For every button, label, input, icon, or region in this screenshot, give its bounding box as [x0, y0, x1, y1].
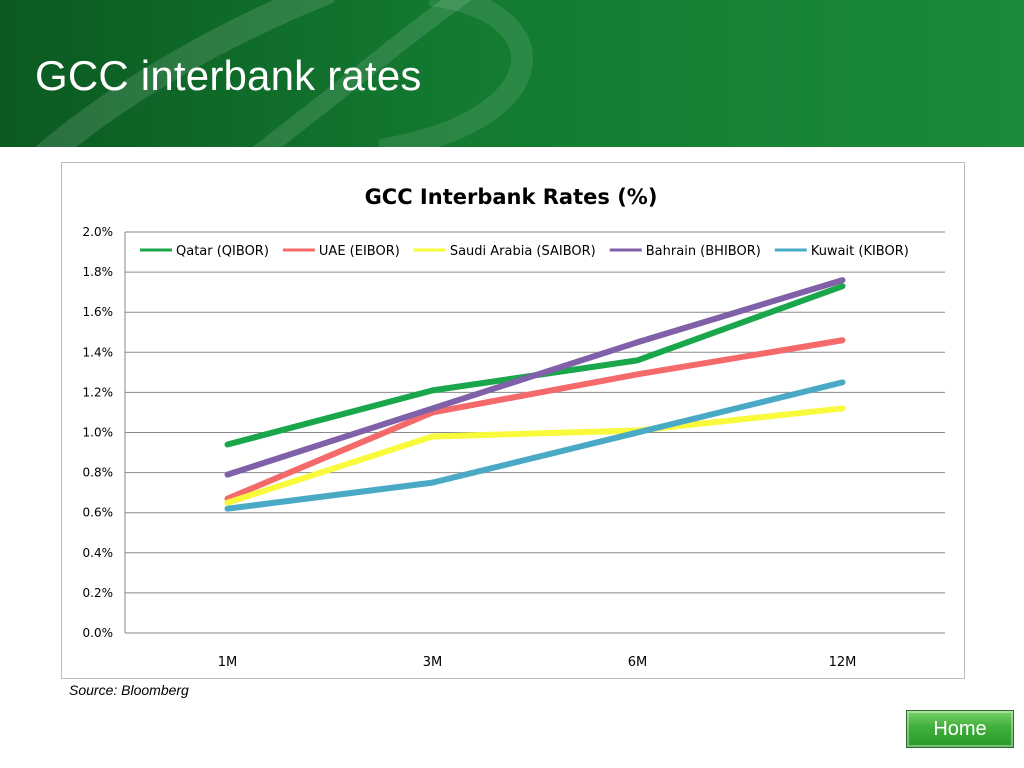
- source-note: Source: Bloomberg: [69, 682, 189, 698]
- legend-label: Kuwait (KIBOR): [811, 244, 909, 259]
- y-tick-label: 0.6%: [83, 506, 114, 520]
- y-tick-label: 1.2%: [83, 385, 114, 399]
- chart-title: GCC Interbank Rates (%): [365, 185, 658, 209]
- y-tick-label: 0.8%: [83, 466, 114, 480]
- slide-header: GCC interbank rates: [0, 0, 1024, 147]
- series-lines: [224, 277, 846, 512]
- y-axis-tick-labels: 0.0% 0.2% 0.4% 0.6% 0.8% 1.0% 1.2% 1.4% 1.6% 1.8%…: [83, 225, 114, 640]
- chart-frame: GCC Interbank Rates (%) 0.0% 0.2% 0.4% 0.6%…: [61, 162, 965, 679]
- decorative-swirl: [35, 0, 533, 147]
- page-title: GCC interbank rates: [35, 52, 422, 99]
- x-tick-label: 1M: [218, 655, 238, 670]
- legend: Qatar (QIBOR) UAE (EIBOR) Saudi Arabia (SA…: [140, 244, 909, 259]
- y-tick-label: 1.8%: [83, 265, 114, 279]
- series-line: [224, 379, 846, 512]
- grid-lines: [124, 231, 945, 634]
- y-tick-label: 2.0%: [83, 225, 114, 239]
- legend-label: Bahrain (BHIBOR): [646, 244, 761, 259]
- legend-label: Qatar (QIBOR): [176, 244, 269, 259]
- x-axis-tick-labels: 1M 3M 6M 12M: [218, 655, 857, 670]
- y-tick-label: 0.0%: [83, 626, 114, 640]
- x-tick-label: 3M: [423, 655, 443, 670]
- legend-label: UAE (EIBOR): [319, 244, 400, 259]
- home-button[interactable]: Home: [906, 710, 1014, 748]
- y-tick-label: 0.2%: [83, 586, 114, 600]
- x-tick-label: 12M: [829, 655, 857, 670]
- legend-label: Saudi Arabia (SAIBOR): [450, 244, 596, 259]
- series-line: [224, 277, 846, 478]
- series-line: [224, 337, 846, 502]
- y-tick-label: 1.0%: [83, 426, 114, 440]
- y-tick-label: 1.4%: [83, 345, 114, 359]
- line-chart: GCC Interbank Rates (%) 0.0% 0.2% 0.4% 0.6%…: [83, 185, 945, 670]
- x-tick-label: 6M: [628, 655, 648, 670]
- y-tick-label: 1.6%: [83, 305, 114, 319]
- series-line: [224, 405, 846, 506]
- y-tick-label: 0.4%: [83, 546, 114, 560]
